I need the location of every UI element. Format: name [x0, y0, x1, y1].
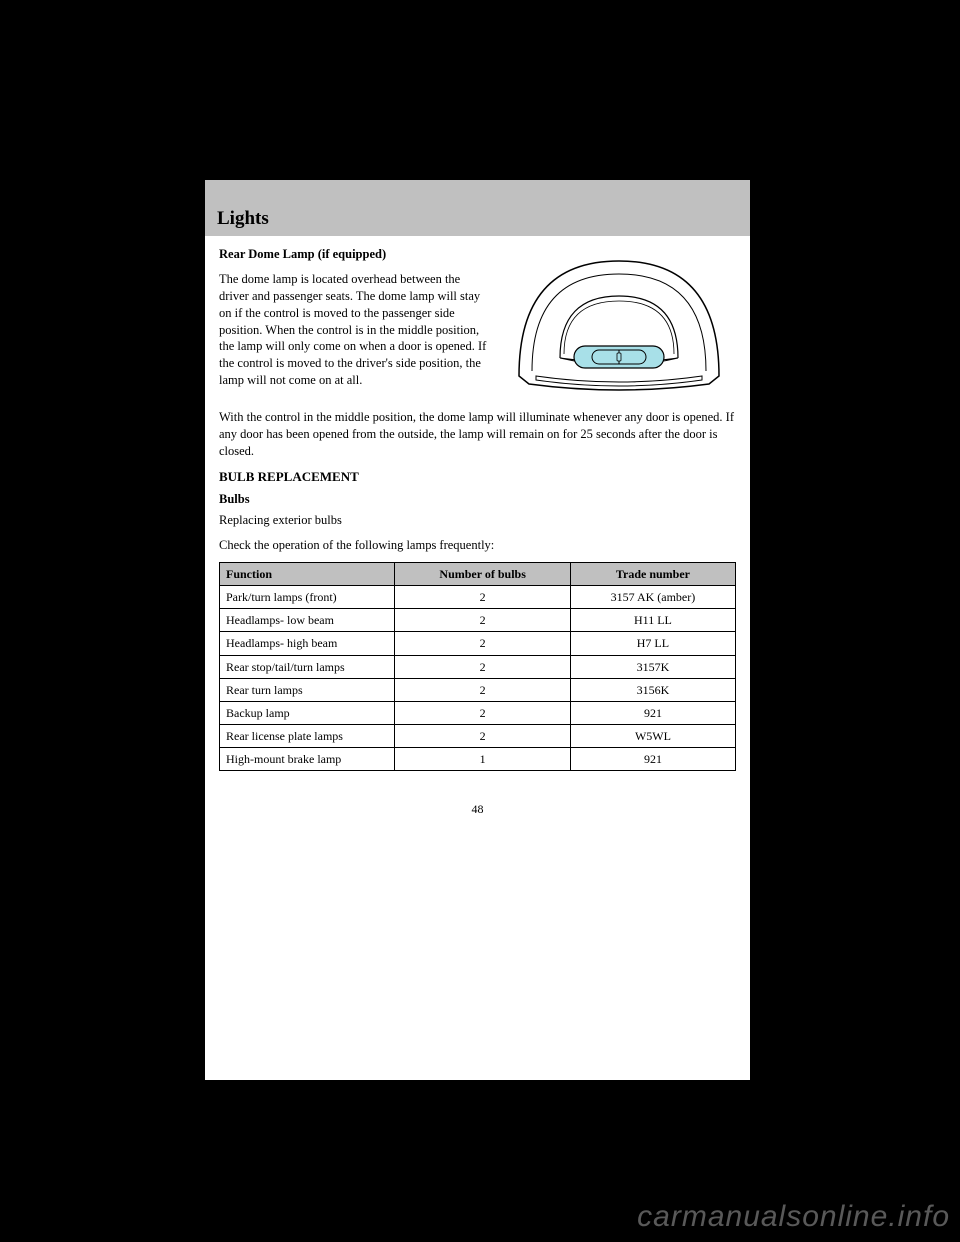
table-row: Park/turn lamps (front) 2 3157 AK (amber… [220, 585, 736, 608]
subsection-title: Bulbs [219, 491, 736, 508]
watermark: carmanualsonline.info [637, 1200, 950, 1234]
table-header: Trade number [570, 562, 735, 585]
page-number: 48 [219, 801, 736, 817]
page-header: Lights [205, 180, 750, 236]
header-title: Lights [217, 208, 738, 230]
table-row: Rear turn lamps 2 3156K [220, 678, 736, 701]
table-row: Headlamps- high beam 2 H7 LL [220, 632, 736, 655]
table-cell: Rear turn lamps [220, 678, 395, 701]
image-column [501, 246, 736, 401]
table-cell: High-mount brake lamp [220, 748, 395, 771]
table-cell: Backup lamp [220, 701, 395, 724]
table-row: Headlamps- low beam 2 H11 LL [220, 609, 736, 632]
table-cell: 2 [395, 655, 570, 678]
table-cell: 2 [395, 725, 570, 748]
table-cell: H11 LL [570, 609, 735, 632]
paragraph: The dome lamp is located overhead betwee… [219, 271, 491, 389]
table-cell: W5WL [570, 725, 735, 748]
text-column: Rear Dome Lamp (if equipped) The dome la… [219, 246, 491, 401]
table-header: Number of bulbs [395, 562, 570, 585]
paragraph: Replacing exterior bulbs [219, 512, 736, 529]
table-cell: 3157K [570, 655, 735, 678]
table-row: Rear stop/tail/turn lamps 2 3157K [220, 655, 736, 678]
bulb-table: Function Number of bulbs Trade number Pa… [219, 562, 736, 772]
table-cell: Headlamps- low beam [220, 609, 395, 632]
paragraph: Check the operation of the following lam… [219, 537, 736, 554]
table-cell: H7 LL [570, 632, 735, 655]
table-cell: 1 [395, 748, 570, 771]
document-page: Lights Rear Dome Lamp (if equipped) The … [205, 180, 750, 1080]
table-cell: 3157 AK (amber) [570, 585, 735, 608]
table-cell: 2 [395, 678, 570, 701]
table-cell: 2 [395, 585, 570, 608]
top-row: Rear Dome Lamp (if equipped) The dome la… [219, 246, 736, 401]
section-title: BULB REPLACEMENT [219, 468, 736, 486]
table-cell: 2 [395, 609, 570, 632]
table-row: Backup lamp 2 921 [220, 701, 736, 724]
table-cell: Park/turn lamps (front) [220, 585, 395, 608]
table-cell: 2 [395, 701, 570, 724]
dome-lamp-illustration [504, 246, 734, 401]
table-cell: Rear stop/tail/turn lamps [220, 655, 395, 678]
page-content: Rear Dome Lamp (if equipped) The dome la… [205, 236, 750, 828]
table-header: Function [220, 562, 395, 585]
paragraph-heading: Rear Dome Lamp (if equipped) [219, 246, 491, 263]
table-cell: Rear license plate lamps [220, 725, 395, 748]
table-cell: 3156K [570, 678, 735, 701]
table-cell: 2 [395, 632, 570, 655]
table-row: Rear license plate lamps 2 W5WL [220, 725, 736, 748]
table-header-row: Function Number of bulbs Trade number [220, 562, 736, 585]
table-cell: 921 [570, 701, 735, 724]
table-cell: 921 [570, 748, 735, 771]
table-row: High-mount brake lamp 1 921 [220, 748, 736, 771]
paragraph: With the control in the middle position,… [219, 409, 736, 460]
table-cell: Headlamps- high beam [220, 632, 395, 655]
